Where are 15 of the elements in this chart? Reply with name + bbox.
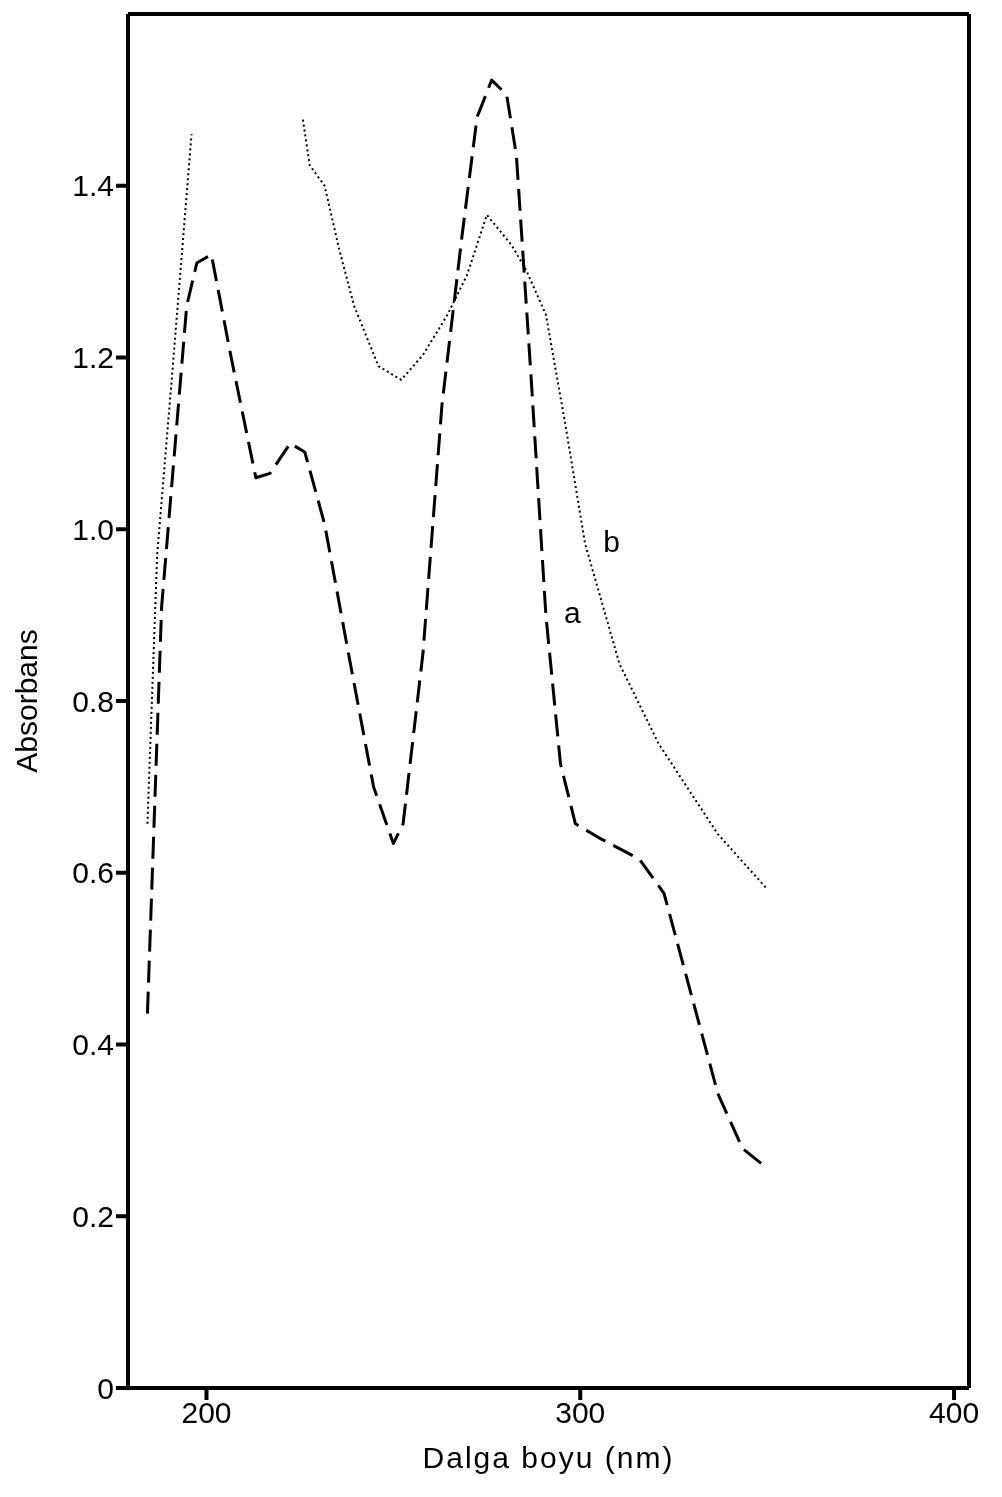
y-tick-label: 1.0 <box>72 512 114 546</box>
y-tick-label: 0.2 <box>72 1199 114 1233</box>
y-tick-label: 0 <box>97 1371 114 1405</box>
x-axis-title: Dalga boyu (nm) <box>422 1441 675 1474</box>
series-label: b <box>603 524 620 558</box>
y-tick-label: 0.4 <box>72 1028 114 1062</box>
x-tick-label: 200 <box>181 1396 232 1430</box>
y-tick-label: 0.8 <box>72 684 114 718</box>
y-tick-label: 1.4 <box>72 169 114 203</box>
x-tick-label: 400 <box>929 1396 980 1430</box>
x-tick-label: 300 <box>555 1396 606 1430</box>
y-axis-title: Absorbans <box>9 629 43 773</box>
y-tick-label: 1.2 <box>72 341 114 375</box>
series-label: a <box>563 596 581 630</box>
y-tick-label: 0.6 <box>72 856 114 890</box>
